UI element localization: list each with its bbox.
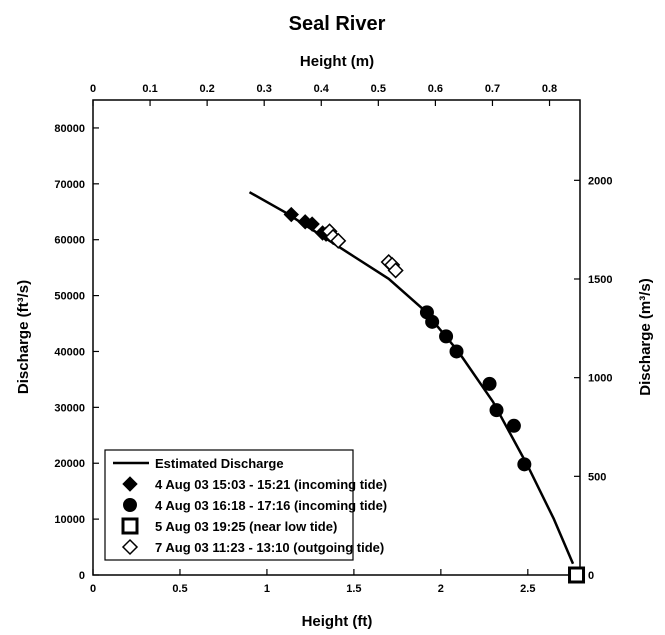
y-tick-label: 80000 [54, 123, 85, 135]
data-point-open-diamond [330, 232, 347, 249]
legend-entry-label: 7 Aug 03 11:23 - 13:10 (outgoing tide) [155, 540, 384, 555]
x2-tick-label: 0.3 [257, 83, 272, 95]
data-point-filled-circle [449, 344, 464, 359]
bottom-axis-title: Height (ft) [302, 613, 373, 630]
y-tick-label: 30000 [54, 402, 85, 414]
x2-tick-label: 0.4 [314, 83, 330, 95]
x2-tick-label: 0.7 [485, 83, 500, 95]
x2-tick-label: 0.5 [371, 83, 386, 95]
y-tick-label: 70000 [54, 179, 85, 191]
x-tick-label: 1.5 [346, 583, 361, 595]
legend-marker-open-square [121, 517, 139, 535]
x2-tick-label: 0.6 [428, 83, 443, 95]
legend-marker-open-diamond [121, 538, 139, 556]
data-point-filled-circle [506, 418, 521, 433]
legend-box [104, 449, 354, 561]
legend-entry-label: 5 Aug 03 19:25 (near low tide) [155, 519, 337, 534]
legend-entry-label: Estimated Discharge [155, 456, 284, 471]
y2-tick-label: 1000 [588, 373, 612, 385]
x-tick-label: 1 [264, 583, 270, 595]
y2-tick-label: 2000 [588, 175, 612, 187]
y-tick-label: 40000 [54, 346, 85, 358]
x2-tick-label: 0.1 [142, 83, 157, 95]
y2-tick-label: 500 [588, 471, 606, 483]
top-axis-title: Height (m) [300, 53, 374, 70]
data-point-filled-circle [489, 403, 504, 418]
legend-entry-label: 4 Aug 03 16:18 - 17:16 (incoming tide) [155, 498, 387, 513]
data-point-filled-diamond [283, 206, 299, 223]
data-point-filled-circle [517, 457, 532, 472]
y-tick-label: 50000 [54, 291, 85, 303]
legend-marker-filled-circle [123, 498, 137, 512]
x-tick-label: 2.5 [520, 583, 535, 595]
legend-entry-label: 4 Aug 03 15:03 - 15:21 (incoming tide) [155, 477, 387, 492]
data-point-filled-circle [425, 314, 440, 329]
y-tick-label: 20000 [54, 458, 85, 470]
x-tick-label: 0.5 [172, 583, 187, 595]
x-tick-label: 2 [438, 583, 444, 595]
data-point-filled-diamond [304, 216, 320, 232]
chart-title: Seal River [289, 13, 386, 35]
left-axis-title: Discharge (ft³/s) [15, 280, 32, 394]
x2-tick-label: 0.2 [199, 83, 214, 95]
y-tick-label: 10000 [54, 514, 85, 526]
data-point-open-diamond [387, 262, 404, 279]
x-tick-label: 0 [90, 583, 96, 595]
right-axis-title: Discharge (m³/s) [637, 278, 654, 396]
data-point-filled-circle [482, 376, 497, 391]
x2-tick-label: 0 [90, 83, 96, 95]
x2-tick-label: 0.8 [542, 83, 557, 95]
y2-tick-label: 1500 [588, 274, 612, 286]
data-point-filled-circle [439, 329, 454, 344]
y-tick-label: 60000 [54, 235, 85, 247]
data-point-open-square [568, 566, 586, 584]
plot-frame [92, 99, 581, 576]
legend-marker-filled-diamond [122, 476, 138, 492]
y-tick-label: 0 [79, 570, 85, 582]
y2-tick-label: 0 [588, 570, 594, 582]
